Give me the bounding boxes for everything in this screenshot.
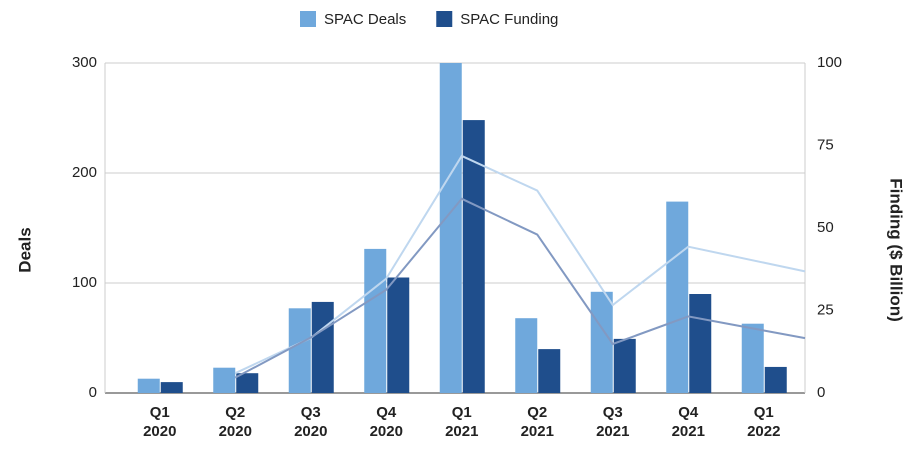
y2-axis-label: Finding ($ Billion) xyxy=(887,178,906,322)
bar xyxy=(462,120,485,393)
x-tick-label: Q1 xyxy=(150,404,170,421)
x-tick-label: Q3 xyxy=(301,404,321,421)
x-tick-label: 2020 xyxy=(370,423,403,440)
y-tick-label: 300 xyxy=(72,54,97,71)
bar xyxy=(590,291,613,393)
y-axis-label: Deals xyxy=(15,227,34,272)
bar xyxy=(741,323,764,393)
x-tick-label: 2021 xyxy=(596,423,629,440)
x-tick-label: 2021 xyxy=(672,423,705,440)
y-tick-label: 0 xyxy=(89,384,97,401)
x-tick-label: Q2 xyxy=(527,404,547,421)
legend-label: SPAC Deals xyxy=(324,11,406,28)
bar xyxy=(387,277,410,393)
y-tick-label: 100 xyxy=(72,274,97,291)
bar xyxy=(311,301,334,393)
bar xyxy=(515,318,538,393)
x-tick-label: 2021 xyxy=(521,423,554,440)
legend-swatch xyxy=(436,11,453,27)
x-tick-label: Q1 xyxy=(754,404,774,421)
x-tick-label: 2020 xyxy=(143,423,176,440)
x-tick-label: Q4 xyxy=(376,404,397,421)
y2-tick-label: 25 xyxy=(817,301,834,318)
x-tick-label: 2022 xyxy=(747,423,780,440)
trendline xyxy=(234,197,806,379)
y-tick-label: 200 xyxy=(72,164,97,181)
y2-tick-label: 50 xyxy=(817,219,834,236)
x-tick-label: Q4 xyxy=(678,404,699,421)
x-tick-label: Q3 xyxy=(603,404,623,421)
x-tick-label: Q2 xyxy=(225,404,245,421)
bar xyxy=(764,366,787,393)
bar xyxy=(666,201,689,393)
y2-tick-label: 75 xyxy=(817,136,834,153)
y2-tick-label: 0 xyxy=(817,384,825,401)
x-tick-label: 2020 xyxy=(219,423,252,440)
bar xyxy=(538,349,561,393)
x-tick-label: 2020 xyxy=(294,423,327,440)
bar xyxy=(137,378,160,393)
bar xyxy=(439,63,462,393)
bar xyxy=(213,367,236,393)
bar xyxy=(288,308,311,393)
bar xyxy=(364,248,387,393)
bar xyxy=(689,294,712,393)
bar xyxy=(160,382,183,393)
legend-swatch xyxy=(300,11,316,27)
bar xyxy=(236,373,259,393)
y2-tick-label: 100 xyxy=(817,54,842,71)
x-tick-label: Q1 xyxy=(452,404,472,421)
legend-label: SPAC Funding xyxy=(460,11,558,28)
bar xyxy=(613,338,636,393)
x-tick-label: 2021 xyxy=(445,423,478,440)
trendline xyxy=(234,154,806,375)
